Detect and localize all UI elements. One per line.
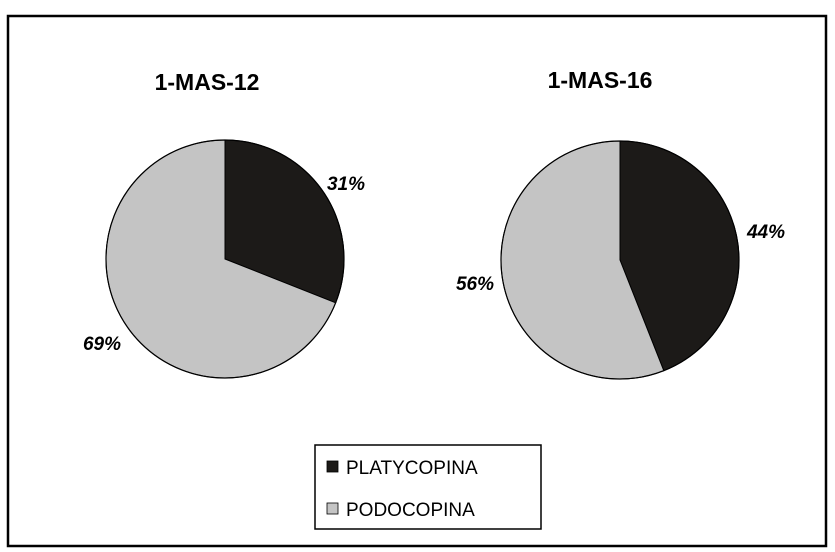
legend-label-platycopina: PLATYCOPINA bbox=[346, 458, 478, 479]
legend: PLATYCOPINA PODOCOPINA bbox=[314, 444, 542, 530]
slice-label-1-platycopina: 31% bbox=[327, 174, 365, 195]
pie-slices-1 bbox=[105, 139, 345, 379]
legend-label-podocopina: PODOCOPINA bbox=[346, 500, 475, 521]
legend-box bbox=[314, 444, 542, 530]
pie-2-outline bbox=[500, 140, 740, 380]
legend-swatch-platycopina bbox=[326, 460, 339, 473]
chart-title-2: 1-MAS-16 bbox=[548, 67, 653, 93]
slice-label-2-platycopina: 44% bbox=[746, 222, 785, 243]
pie-chart-1: 1-MAS-12 31% 69% bbox=[83, 69, 365, 379]
pie-1-outline bbox=[105, 139, 345, 379]
slice-label-2-podocopina: 56% bbox=[456, 274, 494, 295]
legend-swatch-podocopina bbox=[326, 502, 339, 515]
chart-title-1: 1-MAS-12 bbox=[155, 69, 260, 95]
pie-chart-2: 1-MAS-16 44% 56% bbox=[456, 67, 785, 380]
slice-label-1-podocopina: 69% bbox=[83, 334, 121, 355]
pie-slices-2 bbox=[500, 140, 740, 380]
